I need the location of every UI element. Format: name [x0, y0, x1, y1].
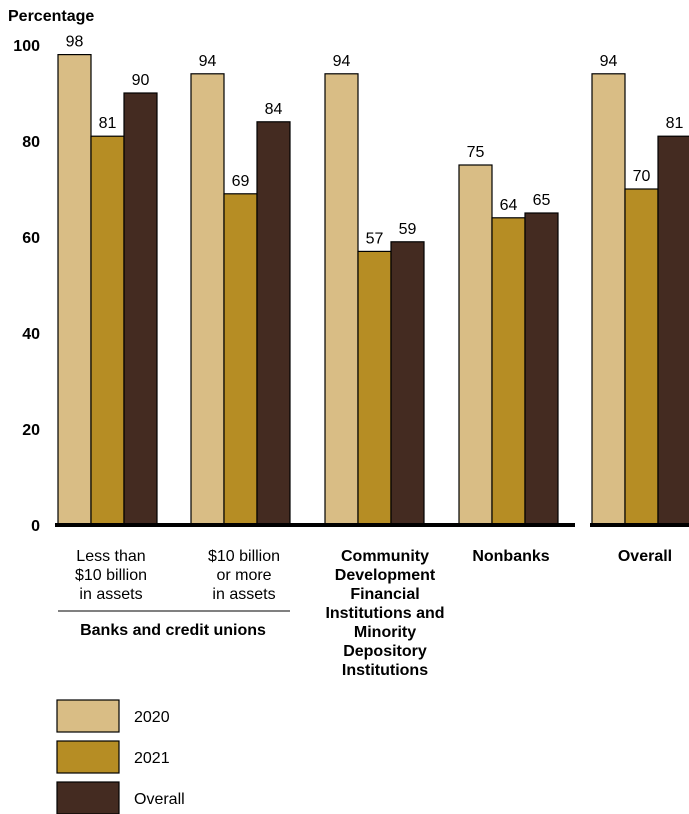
- bar-2021: [223, 193, 258, 526]
- data-label: 81: [666, 115, 684, 132]
- y-ticks: 0 20 40 60 80 100: [13, 38, 40, 535]
- data-label: 94: [333, 53, 351, 70]
- category-label: Community: [341, 548, 429, 565]
- y-tick-label: 40: [22, 326, 40, 343]
- data-label: 90: [132, 72, 150, 89]
- legend-swatch: [56, 740, 120, 774]
- data-label: 84: [265, 101, 283, 118]
- category-label: Development: [335, 567, 436, 584]
- category-label: Less than: [76, 548, 145, 565]
- bar-2020: [458, 164, 493, 526]
- data-label: 81: [99, 115, 117, 132]
- bar-overall: [524, 212, 559, 526]
- bar-2021: [624, 188, 659, 526]
- data-label: 59: [399, 221, 417, 238]
- data-label: 64: [500, 197, 518, 214]
- group-label: Banks and credit unions: [80, 622, 266, 639]
- category-label: or more: [216, 567, 271, 584]
- y-tick-label: 20: [22, 422, 40, 439]
- y-tick-label: 100: [13, 38, 40, 55]
- category-label: Institutions: [342, 662, 428, 679]
- data-label: 75: [467, 144, 485, 161]
- category-label: Depository: [343, 643, 427, 660]
- data-label: 94: [199, 53, 217, 70]
- legend: 2020 2021 Overall: [56, 699, 185, 814]
- legend-label: Overall: [134, 791, 185, 808]
- category-label: in assets: [79, 586, 142, 603]
- data-label: 94: [600, 53, 618, 70]
- y-axis-label: Percentage: [8, 8, 94, 25]
- category-label: $10 billion: [208, 548, 280, 565]
- legend-swatch: [56, 781, 120, 814]
- bar-2020: [57, 53, 92, 526]
- legend-swatch: [56, 699, 120, 733]
- data-label: 69: [232, 173, 250, 190]
- data-label: 98: [66, 34, 84, 51]
- category-labels: Less than $10 billion in assets $10 billion…: [75, 548, 672, 679]
- bar-2020: [324, 73, 359, 526]
- bar-2021: [357, 250, 392, 526]
- bars: [57, 53, 689, 526]
- category-label: Institutions and: [325, 605, 444, 622]
- bar-overall: [657, 135, 689, 526]
- category-label: Overall: [618, 548, 672, 565]
- data-label: 65: [533, 192, 551, 209]
- bar-2021: [90, 135, 125, 526]
- y-tick-label: 80: [22, 134, 40, 151]
- bar-overall: [256, 121, 291, 526]
- data-label: 57: [366, 230, 384, 247]
- bar-overall: [123, 92, 158, 526]
- bar-2020: [190, 73, 225, 526]
- category-label: Nonbanks: [472, 548, 549, 565]
- data-label: 70: [633, 168, 651, 185]
- y-tick-label: 60: [22, 230, 40, 247]
- category-label: in assets: [212, 586, 275, 603]
- y-tick-label: 0: [31, 518, 40, 535]
- category-label: $10 billion: [75, 567, 147, 584]
- legend-label: 2020: [134, 709, 170, 726]
- bar-overall: [390, 241, 425, 526]
- bar-2021: [491, 217, 526, 526]
- category-label: Financial: [350, 586, 419, 603]
- category-label: Minority: [354, 624, 416, 641]
- value-labels: 98 81 90 94 69 84 94 57 59 75 64 65 94 70 81: [66, 34, 684, 248]
- bar-2020: [591, 73, 626, 526]
- legend-label: 2021: [134, 750, 170, 767]
